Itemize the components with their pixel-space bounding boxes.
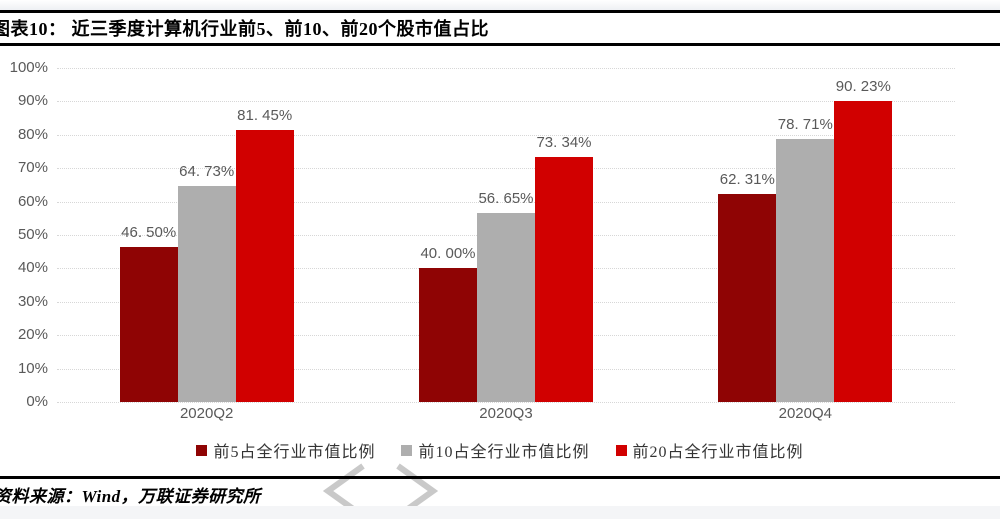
bar-group-2020Q2: 46. 50% 64. 73% 81. 45% (57, 68, 356, 402)
gridline (57, 168, 955, 170)
gridline (57, 68, 955, 69)
legend-marker-icon (196, 444, 208, 456)
bar: 56. 65% (476, 190, 535, 402)
bar: 90. 23% (834, 78, 893, 402)
x-tick-label: 2020Q2 (179, 405, 234, 422)
bar: 78. 71% (776, 116, 835, 402)
data-label: 73. 34% (536, 134, 592, 152)
y-tick-label: 10% (17, 359, 48, 377)
chart-title: 图表10： 近三季度计算机行业前5、前10、前20个股市值占比 (0, 19, 489, 39)
y-tick-label: 30% (17, 292, 48, 310)
gridline (57, 134, 955, 136)
data-label: 62. 31% (719, 170, 775, 188)
legend-marker-icon (401, 444, 413, 456)
title-rule-top (0, 10, 1000, 13)
gridline (57, 201, 955, 203)
data-label: 78. 71% (777, 116, 833, 134)
y-tick-label: 20% (17, 326, 48, 344)
data-label: 46. 50% (121, 223, 177, 241)
y-tick-label: 50% (17, 226, 48, 243)
bar: 64. 73% (177, 163, 236, 402)
bar-group-2020Q3: 40. 00% 56. 65% 73. 34% (356, 68, 655, 402)
chart-title-bar: 图表10： 近三季度计算机行业前5、前10、前20个股市值占比 (0, 13, 1000, 43)
bar: 62. 31% (718, 171, 777, 402)
bar-group-2020Q4: 62. 31% 78. 71% 90. 23% (656, 68, 955, 402)
y-tick-label: 0% (26, 393, 48, 410)
legend-label: 前10占全行业市值比例 (418, 444, 590, 461)
legend-marker-icon (615, 444, 627, 456)
bottom-strip (0, 506, 1000, 519)
footer-rule (0, 476, 1000, 479)
legend-label: 前20占全行业市值比例 (632, 444, 804, 461)
legend-item: 前5占全行业市值比例 (196, 438, 375, 462)
y-tick-label: 100% (9, 59, 48, 76)
bar: 40. 00% (418, 245, 477, 402)
legend-item: 前10占全行业市值比例 (401, 438, 589, 462)
top-strip (0, 0, 1000, 10)
y-tick-label: 40% (17, 259, 48, 277)
data-label: 56. 65% (478, 189, 534, 207)
legend-label: 前5占全行业市值比例 (213, 444, 376, 461)
title-rule-bottom (0, 43, 1000, 46)
data-label: 90. 23% (835, 77, 891, 95)
legend-item: 前20占全行业市值比例 (615, 438, 804, 462)
data-label: 81. 45% (237, 106, 293, 124)
y-tick-label: 90% (17, 92, 48, 110)
y-tick-label: 70% (17, 159, 48, 177)
gridline (57, 402, 955, 403)
x-tick-label: 2020Q3 (479, 405, 533, 422)
plot-area: 46. 50% 64. 73% 81. 45% 40. 00% 56. 65% 73. 3… (57, 68, 955, 403)
data-label: 64. 73% (179, 162, 235, 180)
legend: 前5占全行业市值比例 前10占全行业市值比例 前20占全行业市值比例 (0, 438, 1000, 462)
bar: 73. 34% (534, 134, 593, 402)
x-tick-label: 2020Q4 (778, 405, 833, 422)
bar: 46. 50% (119, 224, 178, 402)
bar: 81. 45% (235, 107, 294, 402)
y-tick-label: 80% (17, 125, 48, 143)
gridline (57, 101, 955, 103)
source-text: 资料来源：Wind，万联证券研究所 (0, 487, 261, 506)
data-label: 40. 00% (420, 245, 476, 263)
y-tick-label: 60% (17, 192, 48, 210)
